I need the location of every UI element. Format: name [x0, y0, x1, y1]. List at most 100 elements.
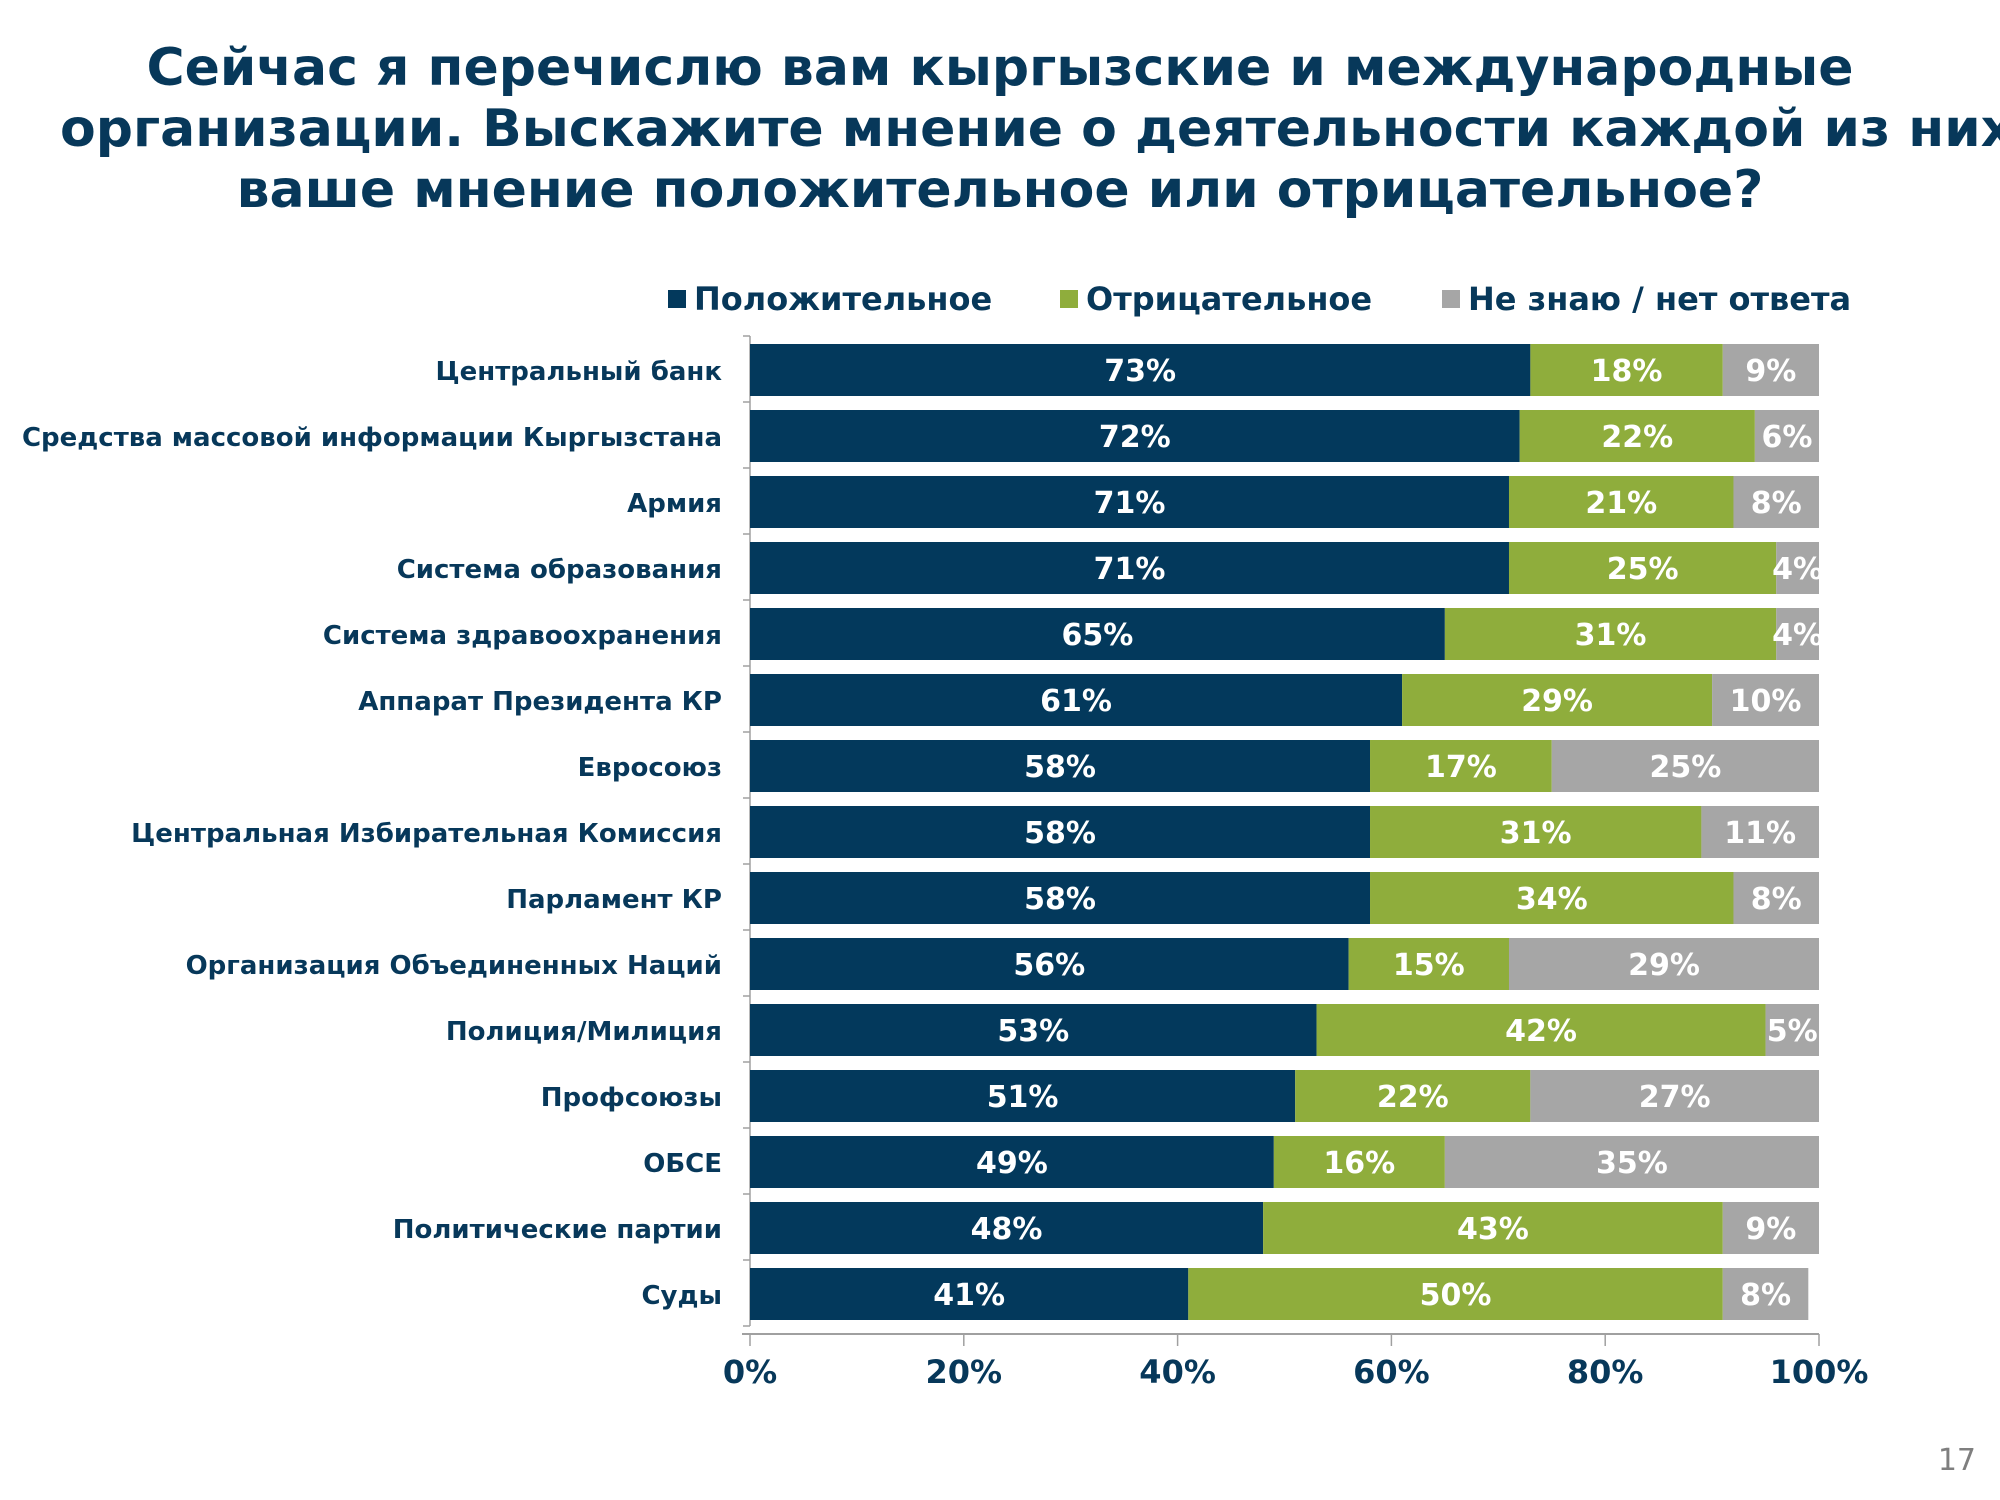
bar-segment — [1263, 1202, 1723, 1254]
data-label: 35% — [1596, 1146, 1668, 1181]
data-label: 42% — [1505, 1014, 1577, 1049]
title-line: организации. Выскажите мнение о деятельн… — [60, 99, 2000, 159]
data-label: 18% — [1591, 354, 1663, 389]
x-tick-label: 0% — [723, 1353, 777, 1391]
bar-segment — [750, 1268, 1189, 1320]
data-label: 15% — [1393, 948, 1465, 983]
bar-segment — [750, 410, 1520, 462]
data-label: 48% — [971, 1212, 1043, 1247]
data-label: 65% — [1062, 618, 1134, 653]
data-label: 50% — [1420, 1278, 1492, 1313]
category-label: Суды — [641, 1281, 722, 1311]
data-label: 22% — [1377, 1080, 1449, 1115]
legend-label: Отрицательное — [1086, 280, 1373, 318]
x-tick-label: 20% — [926, 1353, 1003, 1391]
x-tick-label: 80% — [1567, 1353, 1644, 1391]
bar-segment — [1508, 542, 1777, 594]
bar-segment — [750, 476, 1509, 528]
bar-segment — [1754, 410, 1819, 462]
x-tick-label: 40% — [1139, 1353, 1216, 1391]
category-label: Полиция/Милиция — [446, 1017, 722, 1047]
slide-title: Сейчас я перечислю вам кыргызские и межд… — [60, 38, 2000, 221]
bar-segment — [1701, 806, 1819, 858]
data-label: 5% — [1767, 1014, 1818, 1049]
bar-segment — [1712, 674, 1819, 726]
bar-segment — [1508, 476, 1734, 528]
x-tick-label: 60% — [1353, 1353, 1430, 1391]
bar-segment — [1508, 938, 1819, 990]
data-label: 61% — [1040, 684, 1112, 719]
data-label: 71% — [1094, 486, 1166, 521]
bar-segment — [1519, 410, 1755, 462]
chart-legend: Положительное Отрицательное Не знаю / не… — [0, 280, 2000, 324]
data-label: 43% — [1457, 1212, 1529, 1247]
data-label: 53% — [997, 1014, 1069, 1049]
bar-segment — [750, 608, 1445, 660]
data-label: 21% — [1585, 486, 1657, 521]
data-label: 4% — [1772, 552, 1823, 587]
x-tick-label: 100% — [1770, 1353, 1869, 1391]
category-label: Центральная Избирательная Комиссия — [131, 819, 722, 849]
legend-swatch-positive — [668, 290, 686, 308]
bar-segment — [1444, 1136, 1819, 1188]
legend-item-negative: Отрицательное — [1060, 280, 1372, 318]
legend-label: Положительное — [694, 280, 993, 318]
legend-swatch-negative — [1060, 290, 1078, 308]
category-label: Армия — [627, 489, 722, 519]
category-label: Система здравоохранения — [323, 621, 722, 651]
bar-segment — [1776, 542, 1819, 594]
data-label: 8% — [1751, 486, 1802, 521]
bar-segment — [750, 1136, 1274, 1188]
bar-segment — [750, 938, 1349, 990]
data-label: 25% — [1649, 750, 1721, 785]
bar-segment — [1316, 1004, 1766, 1056]
bar-segment — [1370, 872, 1734, 924]
data-label: 51% — [987, 1080, 1059, 1115]
category-label: Профсоюзы — [541, 1083, 722, 1113]
data-label: 11% — [1724, 816, 1796, 851]
data-label: 25% — [1607, 552, 1679, 587]
bar-segment — [750, 674, 1403, 726]
bar-segment — [1530, 1070, 1819, 1122]
data-label: 58% — [1024, 750, 1096, 785]
data-label: 56% — [1013, 948, 1085, 983]
category-label: Центральный банк — [436, 357, 723, 387]
category-label: Политические партии — [393, 1215, 722, 1245]
bar-segment — [750, 1202, 1264, 1254]
page-number: 17 — [1937, 1443, 1976, 1478]
bar-segment — [1530, 344, 1723, 396]
bar-segment — [750, 740, 1371, 792]
bar-segment — [750, 344, 1531, 396]
title-line: Сейчас я перечислю вам кыргызские и межд… — [146, 38, 1854, 98]
bar-segment — [1444, 608, 1777, 660]
data-label: 9% — [1745, 1212, 1796, 1247]
bar-segment — [1273, 1136, 1445, 1188]
data-label: 8% — [1740, 1278, 1791, 1313]
legend-swatch-dont-know — [1442, 290, 1460, 308]
bar-segment — [750, 1070, 1296, 1122]
bar-segment — [1733, 872, 1819, 924]
data-label: 31% — [1575, 618, 1647, 653]
data-label: 22% — [1601, 420, 1673, 455]
bar-segment — [750, 872, 1371, 924]
data-label: 8% — [1751, 882, 1802, 917]
data-label: 72% — [1099, 420, 1171, 455]
bar-segment — [1370, 806, 1702, 858]
data-label: 73% — [1104, 354, 1176, 389]
data-label: 41% — [933, 1278, 1005, 1313]
bar-segment — [750, 542, 1509, 594]
data-label: 27% — [1639, 1080, 1711, 1115]
bar-segment — [1295, 1070, 1531, 1122]
bar-segment — [1733, 476, 1819, 528]
bar-segment — [1551, 740, 1819, 792]
data-label: 29% — [1628, 948, 1700, 983]
legend-label: Не знаю / нет ответа — [1468, 280, 1852, 318]
bar-segment — [1765, 1004, 1819, 1056]
data-label: 29% — [1521, 684, 1593, 719]
category-label: Средства массовой информации Кыргызстана — [22, 423, 722, 453]
data-label: 31% — [1500, 816, 1572, 851]
data-label: 17% — [1425, 750, 1497, 785]
category-label: Евросоюз — [578, 753, 722, 783]
data-label: 58% — [1024, 882, 1096, 917]
